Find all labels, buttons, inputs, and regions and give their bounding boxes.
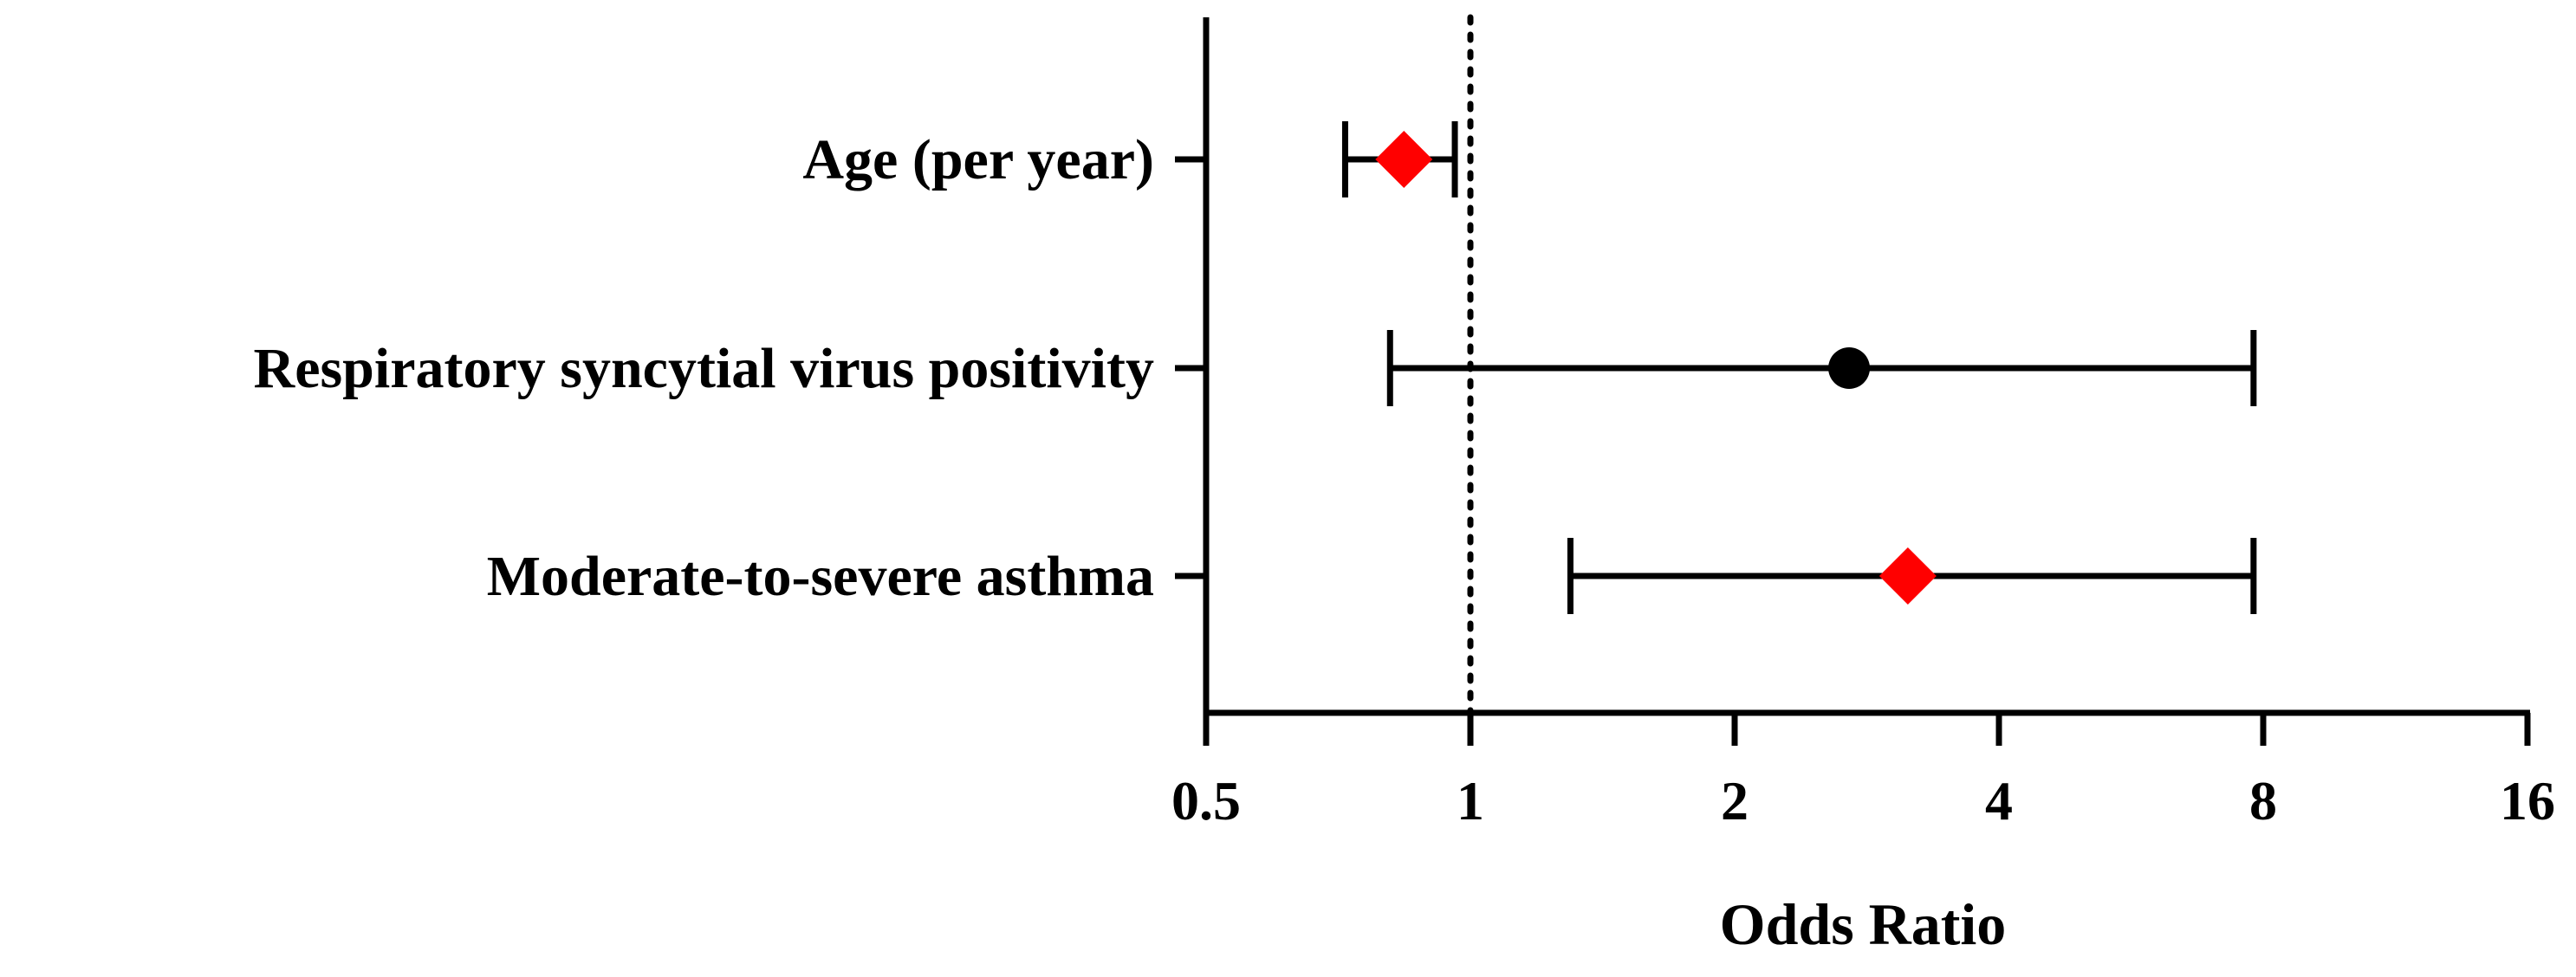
x-tick-label: 1 [1457, 770, 1484, 831]
x-axis-title: Odds Ratio [1720, 891, 2007, 957]
point-marker-circle [1828, 347, 1871, 389]
x-tick-label: 4 [1985, 770, 2013, 831]
plot-area: 0.5 1 2 4 8 16 Age (per year) Respiratory syncy… [254, 14, 2555, 831]
point-marker-diamond [1375, 131, 1433, 188]
x-tick-label: 2 [1721, 770, 1749, 831]
category-label: Age (per year) [802, 128, 1154, 191]
category-label: Respiratory syncytial virus positivity [254, 337, 1154, 400]
x-tick-label: 0.5 [1171, 770, 1241, 831]
x-tick-label: 8 [2249, 770, 2277, 831]
category-label: Moderate-to-severe asthma [487, 545, 1154, 608]
x-tick-label: 16 [2500, 770, 2555, 831]
point-marker-diamond [1878, 547, 1937, 605]
